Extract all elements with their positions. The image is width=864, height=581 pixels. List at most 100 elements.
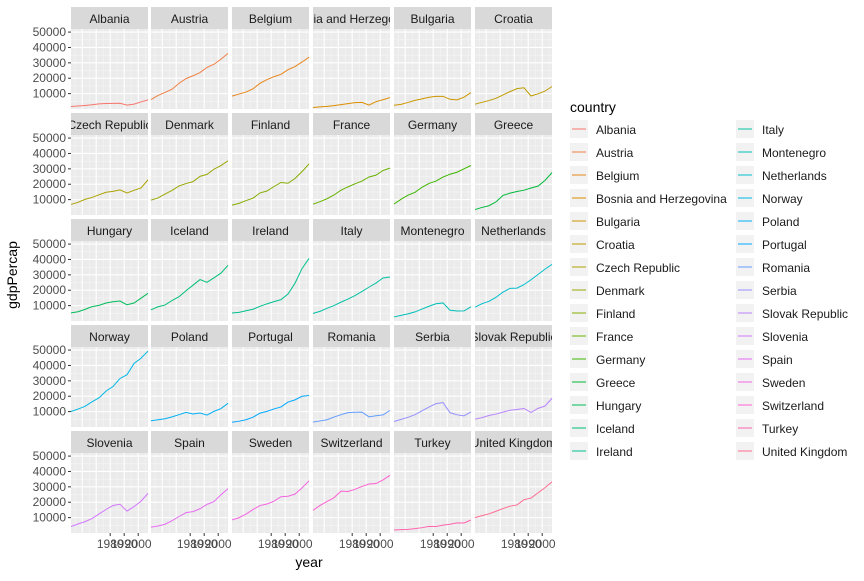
facet-panel: Iceland	[150, 219, 229, 321]
facet-strip	[71, 325, 148, 347]
legend-label: Romania	[762, 261, 810, 275]
legend-label: Belgium	[596, 169, 639, 183]
facet-panel: Portugal	[231, 325, 310, 427]
series-line	[231, 56, 310, 97]
facet-strip-label: Montenegro	[400, 224, 464, 238]
facet-strip	[475, 325, 552, 347]
x-tick-label: 2000	[286, 537, 313, 551]
facet-panel: Greece	[474, 113, 553, 215]
series-line	[393, 519, 472, 531]
y-tick-label: 30000	[33, 374, 67, 388]
legend-item: Denmark	[570, 281, 646, 299]
y-tick-label: 40000	[33, 358, 67, 372]
facet-panel: Denmark	[150, 113, 229, 215]
legend-label: Poland	[762, 215, 799, 229]
facet-strip-label: Serbia	[415, 330, 450, 344]
legend-label: Norway	[762, 192, 803, 206]
facet-panel: Bosnia and Herzegovina	[286, 7, 417, 109]
legend-item: Italy	[736, 120, 784, 138]
facet-strip-label: Norway	[89, 330, 130, 344]
facet-strip-label: Bosnia and Herzegovina	[286, 12, 417, 26]
legend-label: Serbia	[762, 284, 797, 298]
series-line	[70, 493, 149, 527]
y-tick-label: 50000	[33, 25, 67, 39]
facet-panel: Germany	[393, 113, 472, 215]
panel-background	[71, 135, 148, 215]
y-tick-label: 50000	[33, 131, 67, 145]
legend-title: country	[570, 99, 616, 115]
panel-background	[475, 453, 552, 533]
facet-strip	[232, 431, 309, 453]
series-line	[474, 397, 553, 420]
facet-panel: Italy	[312, 219, 391, 321]
series-line	[312, 409, 391, 423]
facet-strip-label: Italy	[340, 224, 362, 238]
legend-label: Iceland	[596, 422, 635, 436]
facet-strip	[394, 431, 471, 453]
facet-panel: Belgium	[231, 7, 310, 109]
panel-background	[151, 241, 228, 321]
y-tick-label: 10000	[33, 405, 67, 419]
legend-label: Turkey	[762, 422, 798, 436]
legend-item: Turkey	[736, 419, 798, 437]
facet-panel: Turkey	[393, 431, 472, 533]
series-line	[150, 265, 229, 311]
facet-strip-label: Portugal	[248, 330, 293, 344]
panel-background	[71, 347, 148, 427]
legend-label: Greece	[596, 376, 636, 390]
panel-background	[313, 29, 390, 109]
legend-item: Slovenia	[736, 327, 808, 345]
legend-label: Denmark	[596, 284, 646, 298]
facet-strip	[232, 113, 309, 135]
x-tick-label: 1990	[191, 537, 218, 551]
legend-label: Switzerland	[762, 399, 824, 413]
facet-strip-label: Greece	[494, 118, 534, 132]
facet-strip-label: Netherlands	[481, 224, 546, 238]
facet-strip	[475, 7, 552, 29]
facet-strip	[151, 113, 228, 135]
legend-label: Croatia	[596, 238, 635, 252]
facet-strip	[151, 325, 228, 347]
facet-strip-label: Austria	[171, 12, 209, 26]
facet-panel: Slovenia	[70, 431, 149, 533]
legend-item: Switzerland	[736, 396, 824, 414]
series-line	[150, 402, 229, 422]
panel-background	[475, 347, 552, 427]
legend-item: Norway	[736, 189, 803, 207]
y-tick-label: 20000	[33, 495, 67, 509]
facet-panel: Croatia	[474, 7, 553, 109]
series-line	[70, 350, 149, 412]
facet-panel: Albania	[70, 7, 149, 109]
legend-label: Portugal	[762, 238, 807, 252]
panel-background	[71, 241, 148, 321]
series-line	[474, 481, 553, 519]
facet-strip-label: Romania	[327, 330, 375, 344]
y-tick-label: 10000	[33, 511, 67, 525]
panel-background	[151, 29, 228, 109]
x-tick-label: 1990	[434, 537, 461, 551]
y-tick-label: 20000	[33, 389, 67, 403]
facet-strip	[313, 325, 390, 347]
facet-strip	[151, 431, 228, 453]
facet-strip-label: Poland	[171, 330, 208, 344]
legend-label: Netherlands	[762, 169, 827, 183]
series-line	[474, 172, 553, 211]
legend-label: Slovak Republic	[762, 307, 848, 321]
y-tick-label: 40000	[33, 464, 67, 478]
legend-item: Serbia	[736, 281, 797, 299]
y-tick-label: 20000	[33, 283, 67, 297]
facet-panel: France	[312, 113, 391, 215]
legend-label: Spain	[762, 353, 793, 367]
legend-label: United Kingdom	[762, 445, 847, 459]
legend-item: France	[570, 327, 634, 345]
legend-item: Austria	[570, 143, 634, 161]
legend-label: Italy	[762, 123, 784, 137]
legend-item: Finland	[570, 304, 635, 322]
series-line	[150, 160, 229, 201]
facet-panel: Netherlands	[474, 219, 553, 321]
panel-background	[313, 453, 390, 533]
series-line	[231, 394, 310, 423]
facet-strip	[475, 219, 552, 241]
